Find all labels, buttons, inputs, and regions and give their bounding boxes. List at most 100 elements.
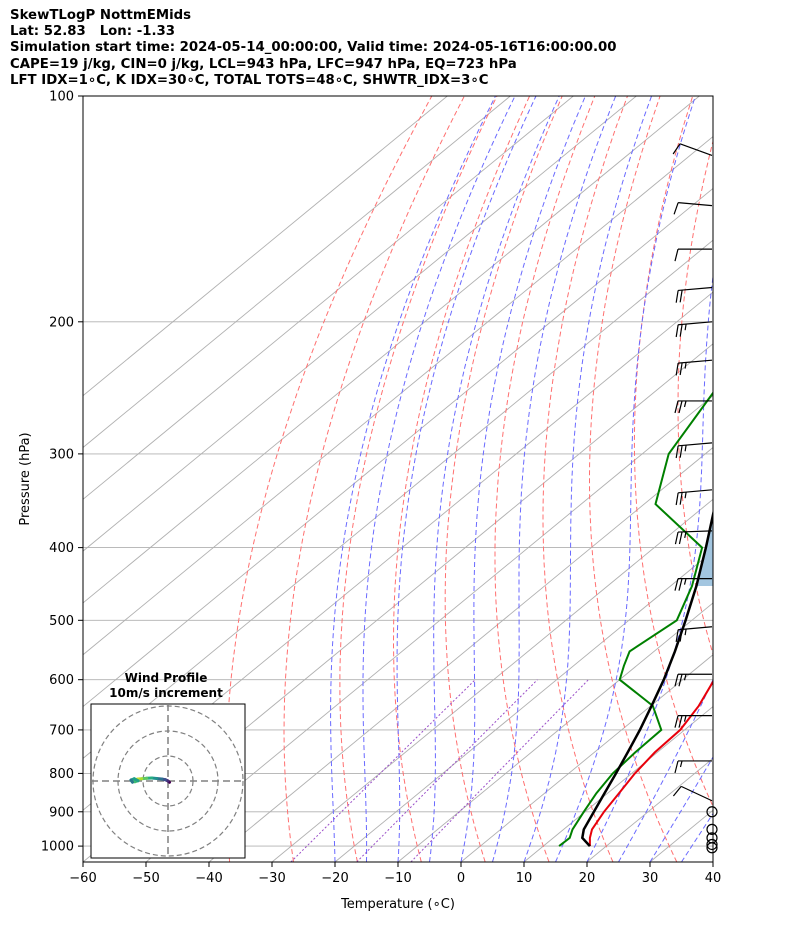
barb-feather	[674, 531, 679, 545]
barb-shaft	[677, 530, 713, 533]
calm-wind-circle	[706, 838, 718, 851]
wind-barb	[674, 400, 712, 414]
x-tick-label: −50	[132, 871, 159, 886]
barb-shaft	[678, 359, 713, 364]
wind-barbs	[672, 143, 718, 854]
isotherm	[208, 446, 713, 862]
plot-grid	[83, 96, 794, 862]
barb-shaft	[678, 321, 713, 326]
moist-adiabat	[330, 96, 496, 862]
wind-barb	[675, 321, 713, 338]
x-tick-label: −10	[384, 871, 411, 886]
dry-adiabat	[393, 96, 531, 862]
cape-fill	[696, 514, 713, 586]
barb-half-feather	[683, 674, 687, 681]
isotherm	[83, 96, 637, 552]
x-axis-label: Temperature (∘C)	[340, 897, 455, 912]
barb-feather	[678, 400, 683, 414]
wind-barb	[675, 489, 713, 506]
dry-adiabat	[720, 96, 794, 862]
barb-half-feather	[684, 323, 687, 331]
isotherm	[586, 757, 713, 862]
isotherm	[712, 861, 713, 862]
wind-barb	[675, 626, 713, 643]
barb-feather	[675, 290, 679, 303]
barb-feather	[675, 363, 679, 376]
barb-feather	[675, 324, 679, 338]
barb-feather	[674, 674, 679, 687]
wind-barb	[675, 359, 713, 376]
isotherm	[83, 136, 713, 656]
moist-adiabat	[460, 96, 586, 862]
barb-feather	[678, 531, 683, 545]
y-tick-label: 400	[49, 541, 74, 556]
barb-feather	[675, 445, 679, 459]
calm-wind-circle	[706, 823, 718, 835]
dry-adiabat	[494, 96, 596, 862]
isotherm	[83, 96, 448, 397]
moist-adiabat	[586, 272, 713, 862]
dry-adiabat	[761, 96, 794, 862]
wind-barb	[675, 286, 713, 303]
barb-half-feather	[684, 492, 687, 499]
wind-barb	[672, 785, 713, 802]
isotherm	[83, 187, 713, 708]
title-line-5: LFT IDX=1∘C, K IDX=30∘C, TOTAL TOTS=48∘C…	[10, 73, 489, 88]
y-tick-label: 200	[49, 315, 74, 330]
isotherm	[397, 602, 713, 862]
isotherm	[145, 395, 713, 862]
barb-feather	[679, 324, 683, 337]
barb-shaft	[678, 202, 713, 207]
barb-shaft	[679, 143, 713, 156]
hodograph-subtitle: 10m/s increment	[109, 686, 223, 700]
barb-feather	[679, 290, 683, 303]
y-tick-label: 500	[49, 614, 74, 629]
wind-barb	[673, 202, 713, 215]
x-tick-label: −40	[195, 871, 222, 886]
x-tick-label: 10	[516, 871, 533, 886]
dry-adiabat	[225, 96, 433, 862]
isotherm	[460, 654, 713, 862]
barb-half-feather	[684, 628, 687, 636]
moist-adiabat	[429, 96, 560, 862]
wind-barb	[674, 760, 712, 774]
barb-half-feather	[683, 715, 687, 722]
title-line-3: Simulation start time: 2024-05-14_00:00:…	[10, 40, 617, 55]
cape-area	[696, 514, 713, 586]
barb-shaft	[678, 286, 713, 292]
moist-adiabat	[523, 96, 653, 862]
barb-shaft	[678, 442, 713, 447]
isotherm	[649, 809, 713, 862]
calm-wind-circle	[706, 806, 718, 818]
y-tick-label: 600	[49, 673, 74, 688]
isotherm	[334, 550, 713, 862]
barb-half-feather	[683, 400, 687, 408]
barb-feather	[678, 674, 683, 687]
hodograph-trace-segment	[129, 778, 134, 784]
moist-adiabat	[396, 96, 537, 862]
moist-adiabat	[555, 96, 696, 862]
dry-adiabat	[542, 96, 628, 862]
barb-feather	[672, 143, 681, 155]
barb-feather	[672, 785, 682, 797]
y-tick-label: 900	[49, 805, 74, 820]
moist-adiabat	[649, 756, 713, 862]
barb-half-feather	[684, 445, 687, 452]
mixing-ratio-line	[290, 679, 476, 862]
title-line-1: SkewTLogP NottmEMids	[10, 8, 192, 23]
barb-feather	[673, 202, 679, 215]
mixing-ratio-line	[356, 679, 538, 862]
x-tick-label: 30	[642, 871, 659, 886]
isotherm	[83, 96, 574, 500]
moist-adiabat	[492, 96, 617, 862]
isotherm	[271, 498, 713, 862]
wind-barb	[674, 673, 712, 687]
dry-adiabat	[633, 96, 713, 808]
x-tick-label: 0	[457, 871, 465, 886]
barb-feather	[678, 578, 683, 591]
mixing-ratio-line	[410, 679, 589, 862]
barb-feather	[679, 362, 683, 376]
barb-feather	[675, 629, 679, 643]
y-tick-label: 300	[49, 447, 74, 462]
